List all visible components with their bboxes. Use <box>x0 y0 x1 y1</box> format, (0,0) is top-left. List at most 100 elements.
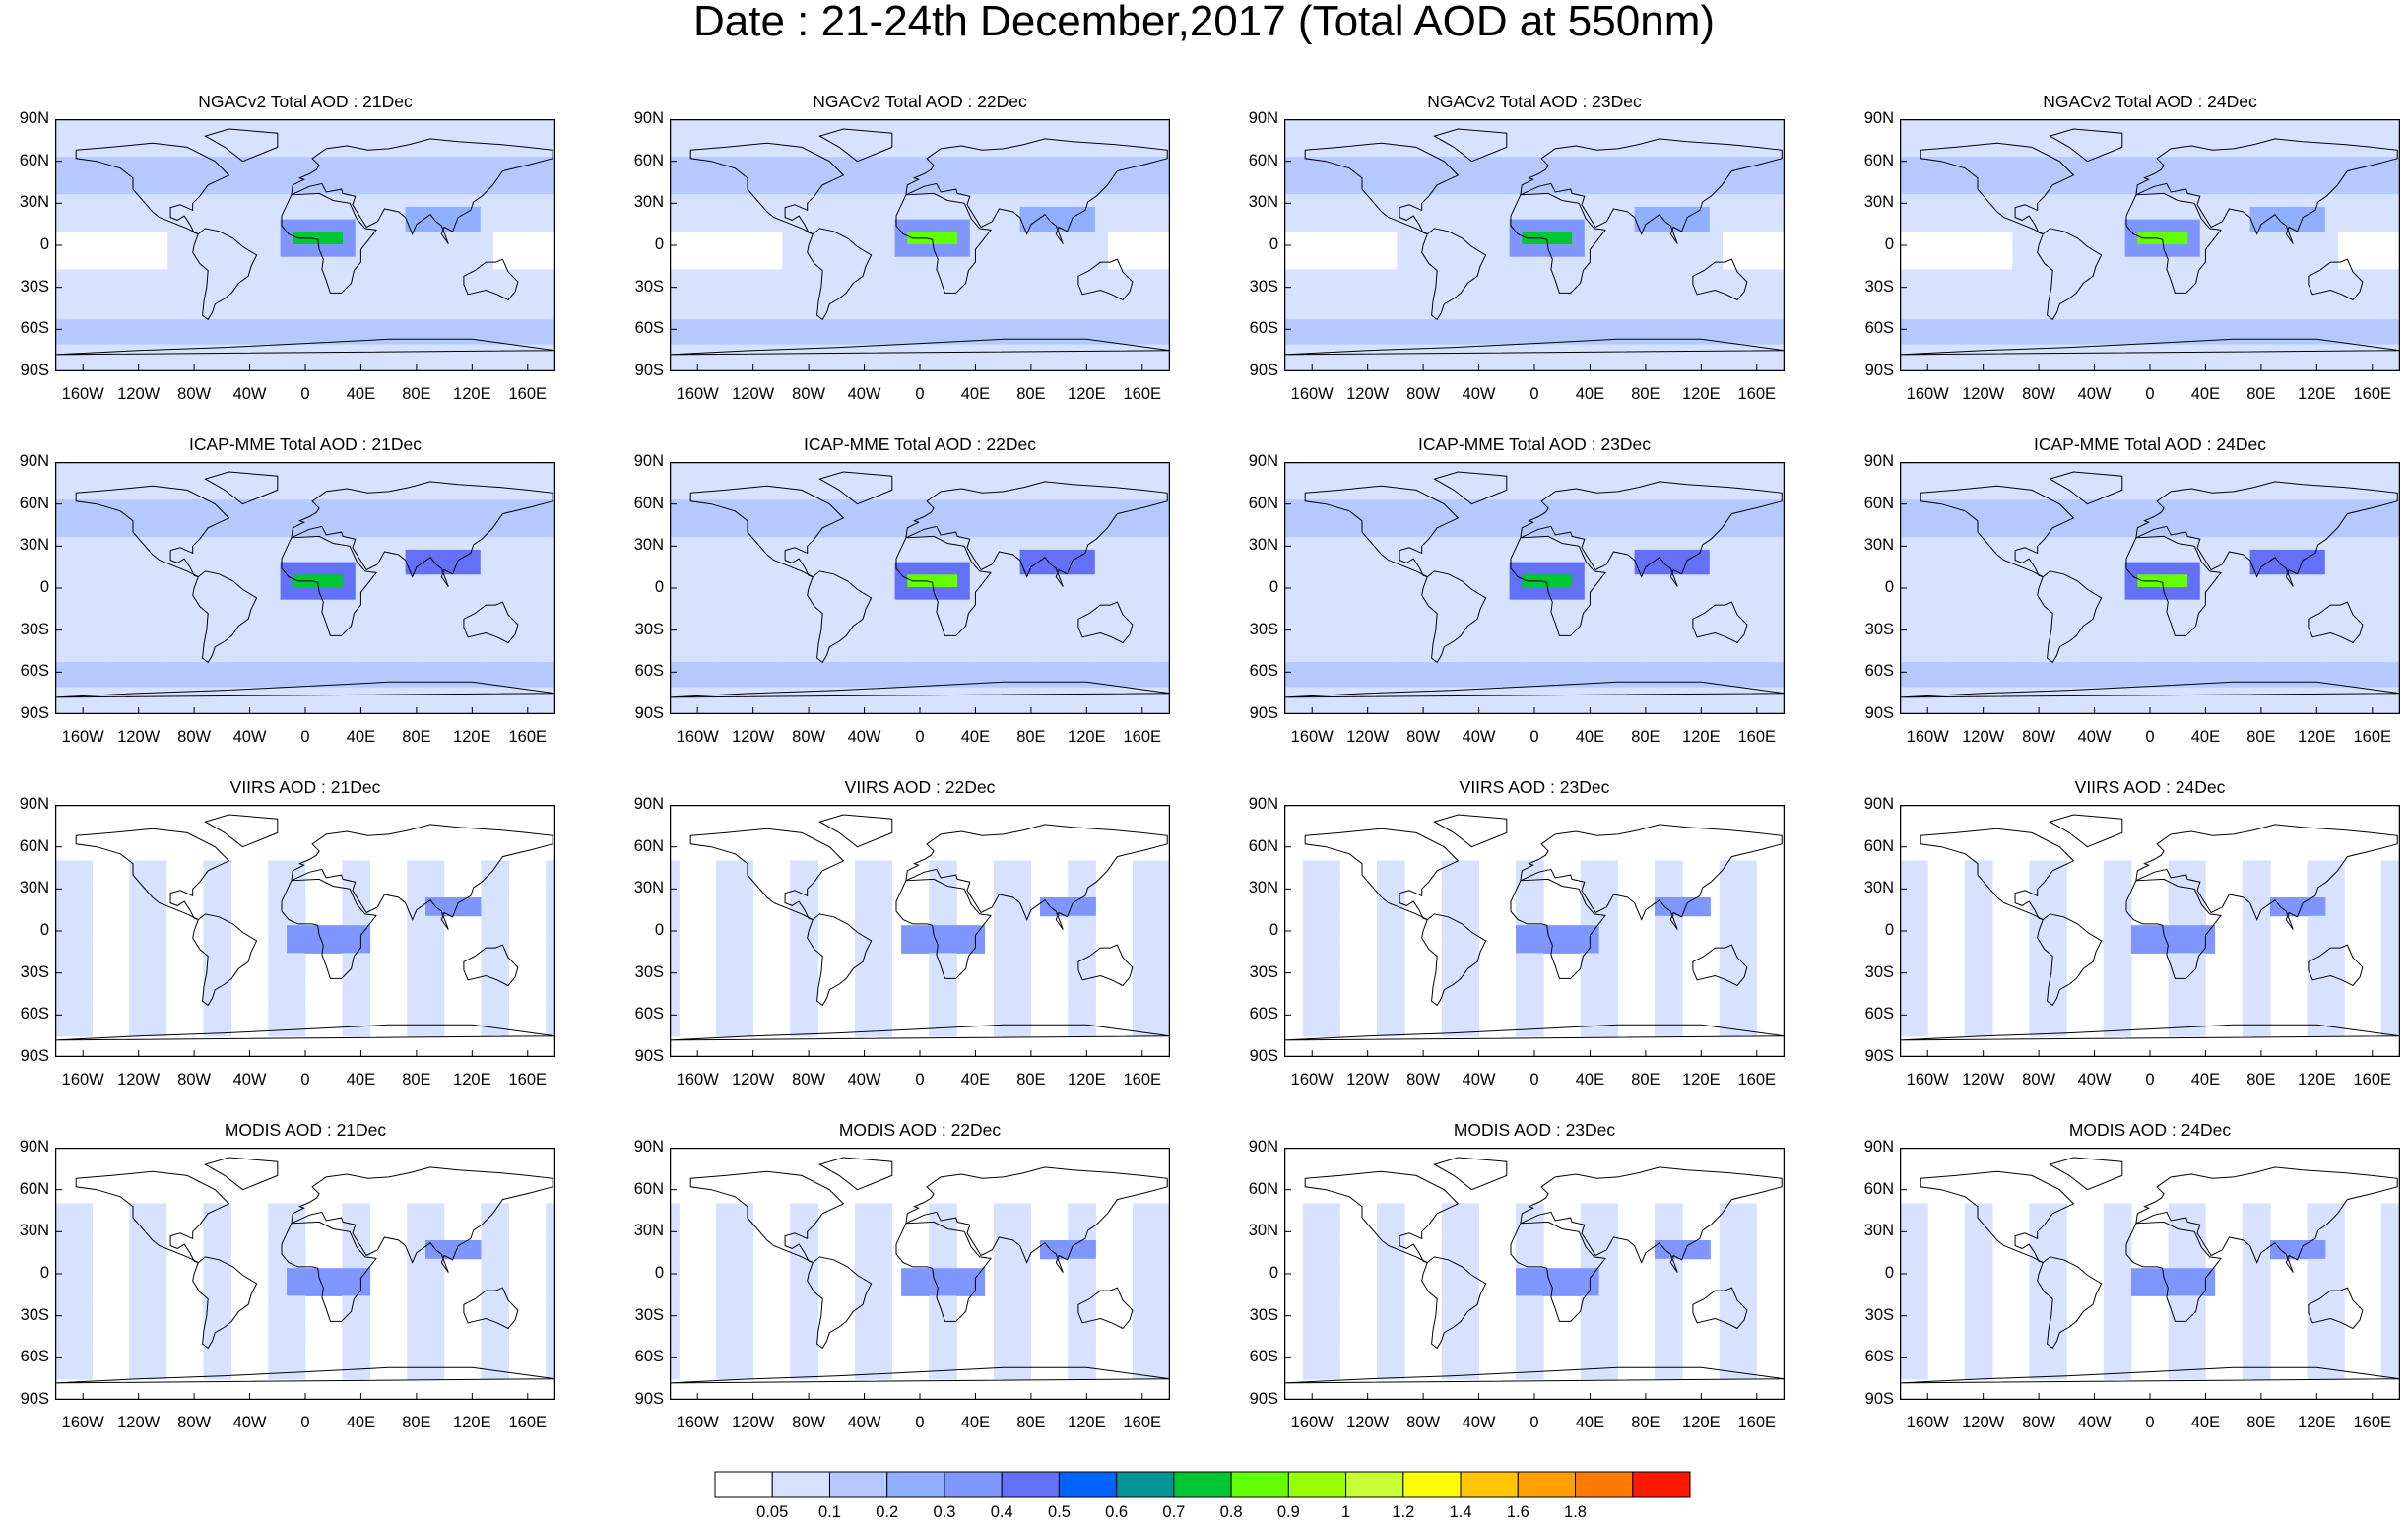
aod-cell <box>1621 131 1636 145</box>
aod-cell <box>155 625 168 638</box>
aod-cell <box>2350 194 2364 208</box>
aod-cell <box>745 194 758 208</box>
aod-cell <box>1684 282 1698 296</box>
aod-cell <box>670 119 683 133</box>
aod-cell <box>293 524 306 538</box>
aod-cell <box>844 319 858 333</box>
aod-cell <box>957 168 971 182</box>
aod-cell <box>192 674 206 689</box>
aod-cell <box>1609 181 1623 195</box>
lat-tick-label: 60S <box>20 662 49 681</box>
aod-cell <box>1621 319 1636 333</box>
aod-cell <box>1759 157 1773 170</box>
aod-cell <box>242 612 256 626</box>
aod-cell <box>782 144 796 158</box>
aod-cell <box>55 574 69 588</box>
aod-cell <box>293 562 306 575</box>
aod-cell <box>455 306 469 320</box>
aod-cell <box>707 687 721 700</box>
aod-cell <box>267 674 282 689</box>
aod-cell <box>1397 144 1410 158</box>
aod-cell <box>832 144 846 158</box>
aod-cell <box>2350 306 2364 320</box>
aod-cell <box>2199 244 2213 258</box>
aod-cell <box>1447 294 1461 307</box>
aod-cell <box>1132 269 1146 283</box>
aod-cell <box>719 662 733 676</box>
aod-cell <box>104 612 118 626</box>
aod-cell <box>982 474 996 488</box>
aod-cell <box>1484 306 1498 320</box>
aod-cell <box>795 219 809 232</box>
aod-cell <box>782 282 796 296</box>
aod-cell <box>969 269 983 283</box>
aod-cell <box>242 331 256 346</box>
aod-cell <box>104 282 118 296</box>
aod-cell <box>267 699 282 713</box>
aod-cell <box>1007 699 1021 713</box>
aod-cell <box>1647 206 1660 221</box>
aod-cell <box>2162 331 2176 346</box>
aod-cell <box>242 306 256 320</box>
aod-cell <box>255 625 269 638</box>
aod-cell <box>1522 357 1535 370</box>
aod-cell <box>2387 282 2400 296</box>
aod-cell <box>1459 194 1472 208</box>
aod-cell <box>380 319 394 333</box>
aod-cell <box>418 636 431 650</box>
aod-cell <box>255 306 269 320</box>
aod-cell <box>844 331 858 346</box>
aod-cell <box>242 549 256 563</box>
aod-cell <box>2012 194 2026 208</box>
aod-cell <box>468 256 482 270</box>
aod-cell <box>1621 232 1636 245</box>
aod-cell <box>93 144 106 158</box>
aod-cell <box>782 357 796 370</box>
aod-cell <box>1032 636 1046 650</box>
aod-cell <box>367 282 381 296</box>
aod-cell <box>2187 331 2201 346</box>
aod-cell <box>442 549 456 563</box>
aod-cell <box>995 662 1009 676</box>
aod-cell <box>1019 269 1033 283</box>
aod-cell <box>2324 219 2338 232</box>
aod-cell <box>1975 144 1988 158</box>
aod-cell <box>969 599 983 613</box>
aod-cell <box>1609 168 1623 182</box>
aod-cell <box>192 487 206 500</box>
aod-cell <box>1070 674 1083 689</box>
aod-cell <box>355 549 368 563</box>
aod-cell <box>2124 157 2138 170</box>
aod-cell <box>104 649 118 663</box>
aod-cell <box>2050 157 2063 170</box>
lon-tick-label: 160E <box>1123 385 1162 403</box>
aod-cell <box>1397 206 1410 221</box>
aod-cell <box>819 487 833 500</box>
aod-cell <box>1621 219 1636 232</box>
aod-cell <box>844 194 858 208</box>
aod-cell <box>694 219 708 232</box>
aod-cell <box>819 499 833 513</box>
aod-cell <box>167 699 181 713</box>
aod-cell <box>505 157 519 170</box>
aod-cell <box>1371 144 1386 158</box>
aod-cell <box>1722 119 1735 133</box>
aod-cell <box>293 219 306 232</box>
aod-cell <box>1999 282 2013 296</box>
aod-cell <box>719 331 733 346</box>
aod-cell <box>782 168 796 182</box>
aod-cell <box>1772 206 1785 221</box>
aod-cell <box>293 206 306 221</box>
aod-cell <box>2012 206 2026 221</box>
lon-tick-label: 0 <box>300 385 310 403</box>
aod-cell <box>1070 119 1083 133</box>
aod-cell <box>1522 331 1535 346</box>
aod-cell <box>1734 119 1748 133</box>
aod-cell <box>93 194 106 208</box>
aod-cell <box>229 674 243 689</box>
aod-cell <box>857 344 871 358</box>
aod-cell <box>756 499 771 513</box>
aod-cell <box>682 662 695 676</box>
aod-cell <box>1032 294 1046 307</box>
aod-cell <box>870 269 883 283</box>
